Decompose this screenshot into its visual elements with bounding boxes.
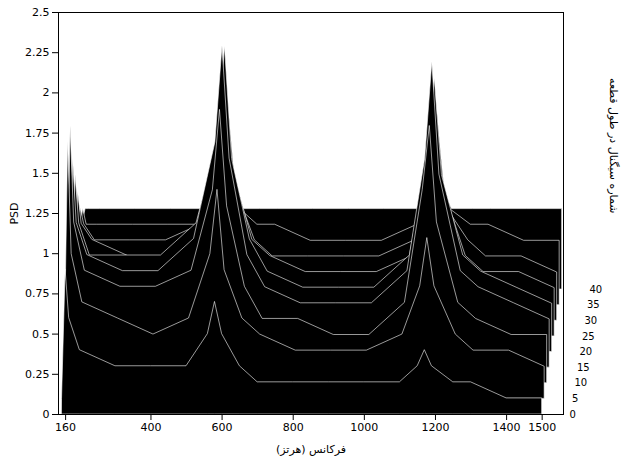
svg-text:1: 1 (43, 247, 50, 260)
svg-text:1000: 1000 (350, 421, 378, 434)
svg-text:600: 600 (212, 421, 233, 434)
svg-text:1.75: 1.75 (25, 127, 50, 140)
svg-text:20: 20 (580, 346, 593, 357)
svg-text:0: 0 (43, 408, 50, 421)
svg-text:فرکانس (هرتز): فرکانس (هرتز) (276, 443, 346, 456)
svg-text:2.25: 2.25 (25, 46, 50, 59)
svg-text:1400: 1400 (493, 421, 521, 434)
svg-text:1500: 1500 (528, 421, 556, 434)
svg-text:800: 800 (283, 421, 304, 434)
svg-text:شماره سیگنال در طول قطعه: شماره سیگنال در طول قطعه (607, 78, 620, 213)
svg-text:40: 40 (590, 284, 603, 295)
svg-text:35: 35 (587, 299, 600, 310)
svg-text:10: 10 (575, 377, 588, 388)
svg-text:0.25: 0.25 (25, 368, 50, 381)
svg-text:5: 5 (572, 393, 578, 404)
svg-text:30: 30 (585, 315, 598, 326)
svg-text:2: 2 (43, 86, 50, 99)
svg-text:0: 0 (570, 409, 576, 420)
svg-text:0.5: 0.5 (32, 328, 50, 341)
svg-text:15: 15 (577, 362, 590, 373)
svg-text:0.75: 0.75 (25, 287, 50, 300)
svg-text:1200: 1200 (421, 421, 449, 434)
svg-text:400: 400 (140, 421, 161, 434)
svg-text:PSD: PSD (8, 202, 21, 224)
svg-text:1.5: 1.5 (32, 167, 50, 180)
svg-text:1.25: 1.25 (25, 207, 50, 220)
svg-text:2.5: 2.5 (32, 6, 50, 19)
svg-text:160: 160 (55, 421, 76, 434)
svg-text:25: 25 (582, 331, 595, 342)
